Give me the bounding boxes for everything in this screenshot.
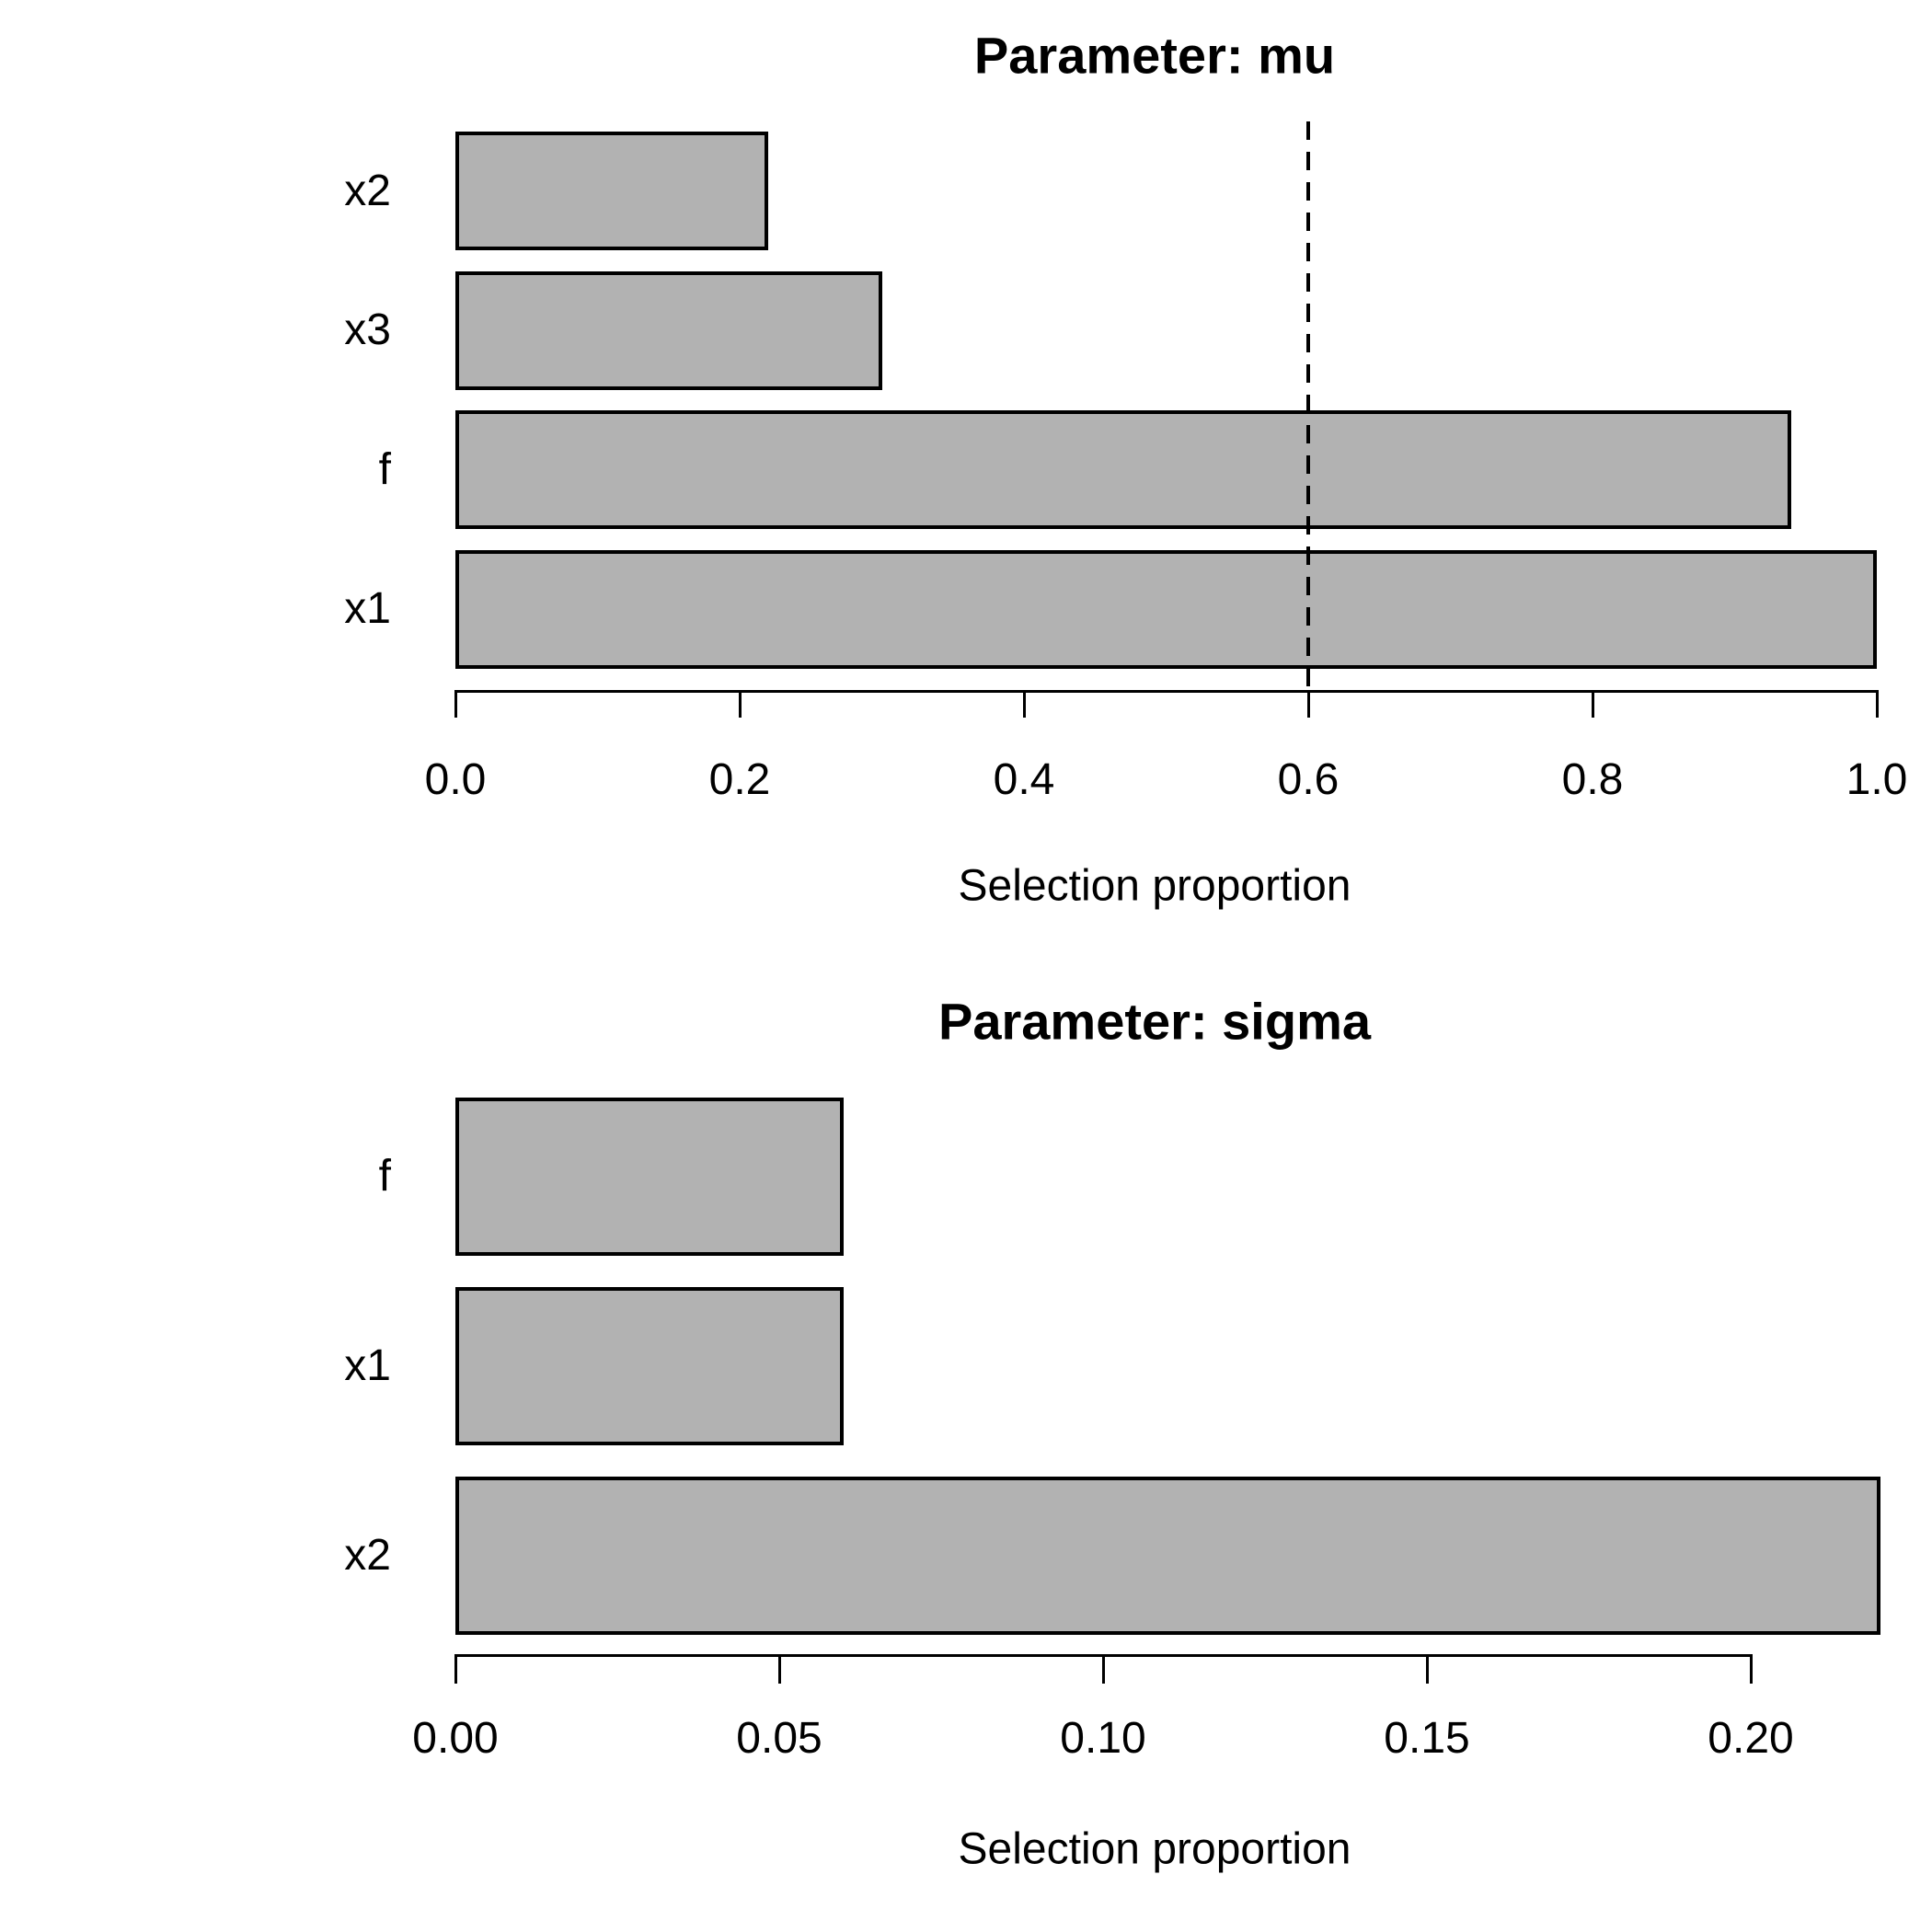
- bar-x2: [455, 132, 768, 250]
- x-axis-tick-label: 0.10: [1060, 1714, 1146, 1763]
- x-axis-tick-label: 0.05: [736, 1714, 822, 1763]
- category-label-x1: x1: [344, 584, 391, 634]
- x-axis-tick-label: 0.8: [1561, 755, 1624, 804]
- x-axis-tick-label: 0.00: [412, 1714, 499, 1763]
- x-axis-tick: [738, 690, 742, 718]
- x-axis-tick: [1425, 1654, 1429, 1684]
- x-axis-tick-label: 0.2: [708, 755, 771, 804]
- x-axis-tick: [1306, 690, 1310, 718]
- category-label-x2: x2: [344, 166, 391, 215]
- x-axis-line: [454, 690, 1879, 693]
- x-axis-tick: [777, 1654, 781, 1684]
- category-label-f: f: [378, 1152, 391, 1201]
- x-axis-tick: [1591, 690, 1594, 718]
- x-axis-tick: [1749, 1654, 1753, 1684]
- x-axis-label-sigma: Selection proportion: [958, 1824, 1351, 1874]
- x-axis-tick: [1875, 690, 1879, 718]
- bar-x1: [455, 549, 1877, 669]
- x-axis-tick: [454, 690, 457, 718]
- bar-f: [455, 1098, 845, 1256]
- x-axis-tick-label: 1.0: [1846, 755, 1908, 804]
- x-axis-tick-label: 0.6: [1277, 755, 1340, 804]
- bar-x3: [455, 270, 882, 390]
- x-axis-tick-label: 0.20: [1708, 1714, 1794, 1763]
- x-axis-tick: [1022, 690, 1026, 718]
- x-axis-tick-label: 0.15: [1384, 1714, 1470, 1763]
- bar-f: [455, 410, 1792, 530]
- category-label-f: f: [378, 444, 391, 494]
- category-label-x2: x2: [344, 1531, 391, 1580]
- bar-x2: [455, 1477, 1880, 1635]
- x-axis-tick: [454, 1654, 457, 1684]
- category-label-x1: x1: [344, 1341, 391, 1390]
- chart-title-mu: Parameter: mu: [973, 26, 1336, 85]
- threshold-dashed-line: [1306, 121, 1310, 697]
- x-axis-tick: [1101, 1654, 1105, 1684]
- x-axis-tick-label: 0.4: [993, 755, 1055, 804]
- bar-x1: [455, 1287, 845, 1445]
- x-axis-label-mu: Selection proportion: [958, 861, 1351, 911]
- x-axis-tick-label: 0.0: [424, 755, 487, 804]
- category-label-x3: x3: [344, 305, 391, 355]
- chart-title-sigma: Parameter: sigma: [937, 992, 1372, 1051]
